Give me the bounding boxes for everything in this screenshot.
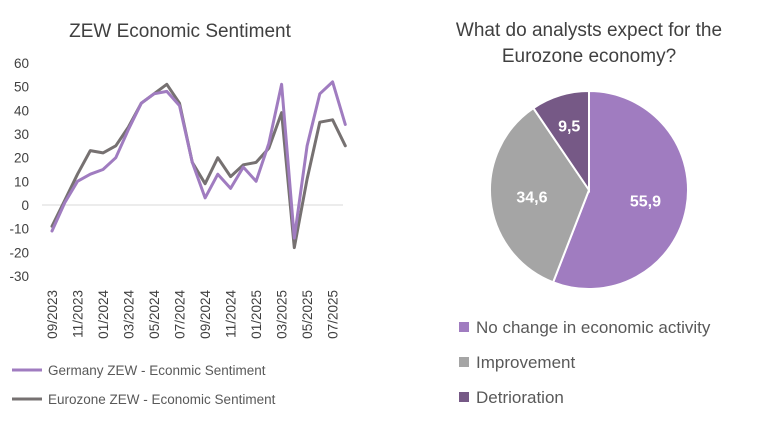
- pie-data-label: 34,6: [516, 189, 547, 206]
- y-tick-label: -20: [9, 245, 29, 260]
- pie-chart-title-line-1: What do analysts expect for the: [456, 20, 722, 41]
- x-tick-label: 07/2025: [326, 290, 341, 339]
- y-tick-label: 50: [14, 80, 29, 95]
- pie-data-label: 9,5: [558, 119, 580, 136]
- legend-swatch: [459, 357, 469, 367]
- x-tick-label: 09/2023: [45, 290, 60, 339]
- eurozone-line: [52, 84, 345, 247]
- y-tick-label: -30: [9, 269, 29, 284]
- y-axis: -30 -20 -10 0 10 20 30 40 50 60: [9, 56, 29, 284]
- pie-legend: No change in economic activity Improvemen…: [459, 318, 711, 407]
- pie-data-label: 55,9: [630, 194, 661, 211]
- x-tick-label: 07/2024: [173, 290, 188, 339]
- x-tick-label: 09/2024: [198, 290, 213, 339]
- pie-chart-title-line-2: Eurozone economy?: [502, 46, 676, 67]
- line-chart-title: ZEW Economic Sentiment: [69, 21, 291, 42]
- x-tick-label: 05/2025: [300, 290, 315, 339]
- pie-chart: What do analysts expect for the Eurozone…: [456, 20, 722, 407]
- legend-label: Improvement: [476, 353, 575, 372]
- x-tick-label: 11/2024: [224, 290, 239, 338]
- legend-swatch: [459, 322, 469, 332]
- line-series-group: [52, 82, 345, 248]
- y-tick-label: 0: [21, 198, 29, 213]
- y-tick-label: 60: [14, 56, 29, 71]
- y-tick-label: 30: [14, 127, 29, 142]
- y-tick-label: -10: [9, 222, 29, 237]
- legend-label: Detrioration: [476, 388, 564, 407]
- x-tick-label: 05/2024: [147, 290, 162, 339]
- x-tick-label: 01/2024: [96, 290, 111, 339]
- x-axis: 09/2023 11/2023 01/2024 03/2024 05/2024 07/20…: [45, 290, 341, 339]
- line-legend: Germany ZEW - Econmic Sentiment Eurozone…: [12, 363, 276, 407]
- pie-slices: 55,9 34,6 9,5: [490, 91, 688, 289]
- y-tick-label: 10: [14, 174, 29, 189]
- line-chart: ZEW Economic Sentiment -30 -20 -10 0 10 20 30 4…: [9, 21, 345, 407]
- legend-label-germany: Germany ZEW - Econmic Sentiment: [48, 363, 266, 378]
- y-tick-label: 40: [14, 103, 29, 118]
- legend-label: No change in economic activity: [476, 318, 711, 337]
- y-tick-label: 20: [14, 151, 29, 166]
- x-tick-label: 11/2023: [71, 290, 86, 338]
- x-tick-label: 03/2025: [275, 290, 290, 339]
- legend-swatch: [459, 392, 469, 402]
- x-tick-label: 03/2024: [122, 290, 137, 339]
- legend-label-eurozone: Eurozone ZEW - Economic Sentiment: [48, 392, 276, 407]
- x-tick-label: 01/2025: [249, 290, 264, 339]
